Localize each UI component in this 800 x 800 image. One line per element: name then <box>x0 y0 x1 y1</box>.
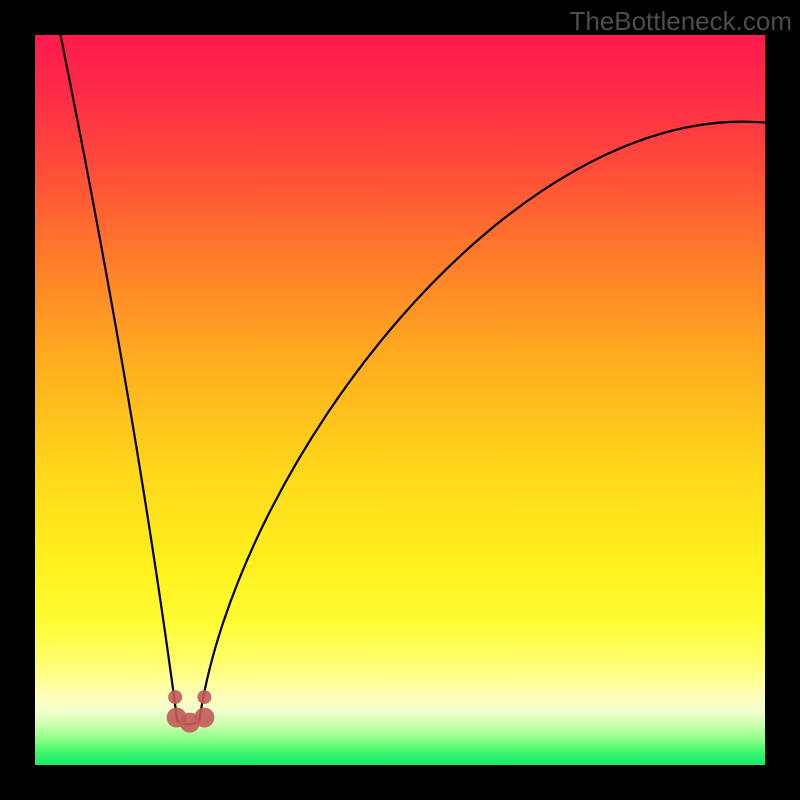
gradient-background <box>35 35 765 765</box>
watermark-text: TheBottleneck.com <box>569 6 792 37</box>
marker-dot <box>197 690 211 704</box>
chart-frame: TheBottleneck.com <box>0 0 800 800</box>
chart-svg <box>35 35 765 765</box>
plot-area <box>35 35 765 765</box>
marker-dot <box>168 690 182 704</box>
marker-dot <box>194 708 214 728</box>
